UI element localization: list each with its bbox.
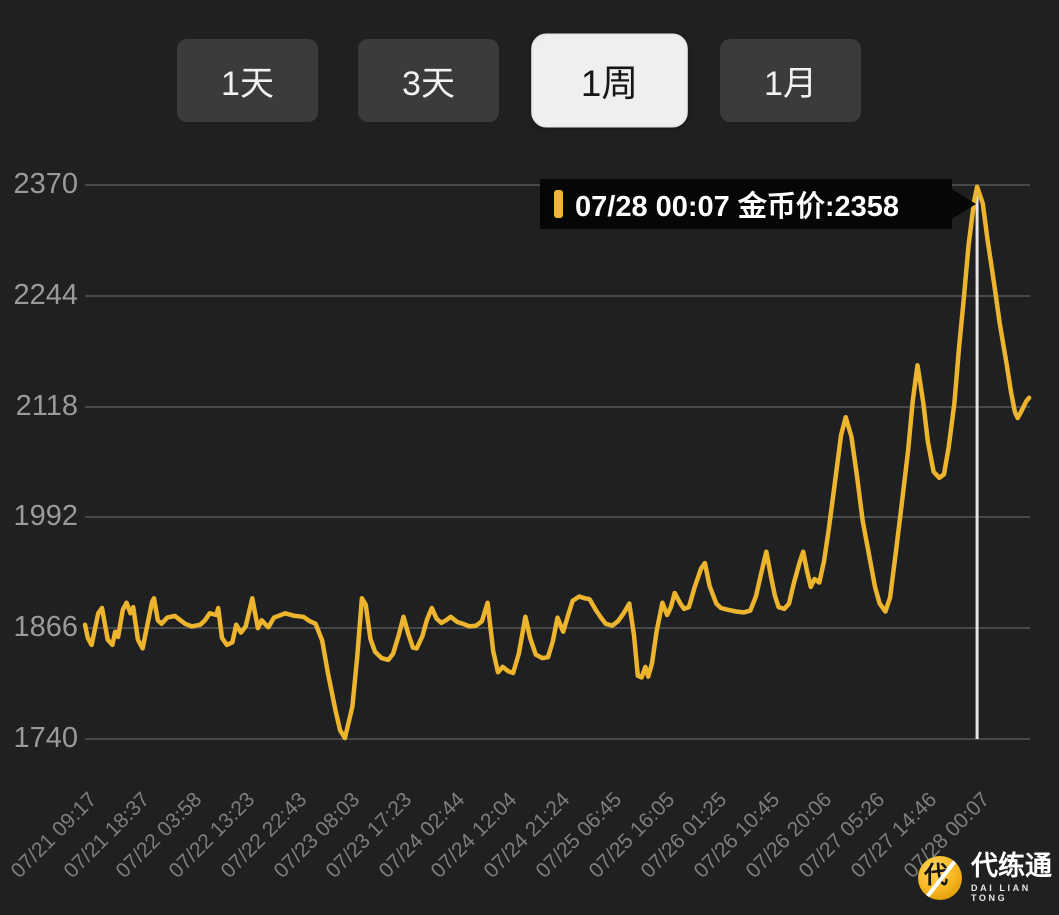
tooltip-arrow-icon bbox=[952, 189, 976, 219]
dailiantong-logo-icon: 代 bbox=[918, 855, 962, 900]
range-button-1week[interactable]: 1周 bbox=[533, 35, 686, 126]
y-gridline bbox=[85, 294, 1030, 297]
price-line-path bbox=[82, 184, 1032, 741]
app-logo: 代 代练通 DAI LIAN TONG bbox=[918, 852, 1059, 903]
range-button-1month[interactable]: 1月 bbox=[720, 39, 861, 122]
y-axis-label: 2370 bbox=[13, 167, 78, 200]
y-gridline bbox=[85, 738, 1030, 740]
y-axis-label: 1866 bbox=[13, 611, 78, 644]
tooltip-series-marker-icon bbox=[554, 190, 563, 218]
y-axis-label: 1740 bbox=[13, 721, 78, 754]
y-gridline bbox=[85, 516, 1030, 519]
time-range-button-bar: 1天 3天 1周 1月 bbox=[177, 35, 861, 126]
y-gridline bbox=[85, 405, 1030, 408]
range-button-3days[interactable]: 3天 bbox=[358, 39, 499, 122]
tooltip-text: 07/28 00:07 金币价:2358 bbox=[575, 191, 900, 223]
y-axis-label: 1992 bbox=[13, 500, 78, 533]
y-axis-label: 2118 bbox=[15, 389, 78, 422]
range-button-1day[interactable]: 1天 bbox=[177, 39, 318, 122]
tooltip: 07/28 00:07 金币价:2358 bbox=[540, 179, 976, 229]
logo-subtitle: DAI LIAN TONG bbox=[971, 883, 1031, 904]
logo-title: 代练通 bbox=[971, 851, 1052, 881]
y-axis-label: 2244 bbox=[13, 278, 78, 311]
